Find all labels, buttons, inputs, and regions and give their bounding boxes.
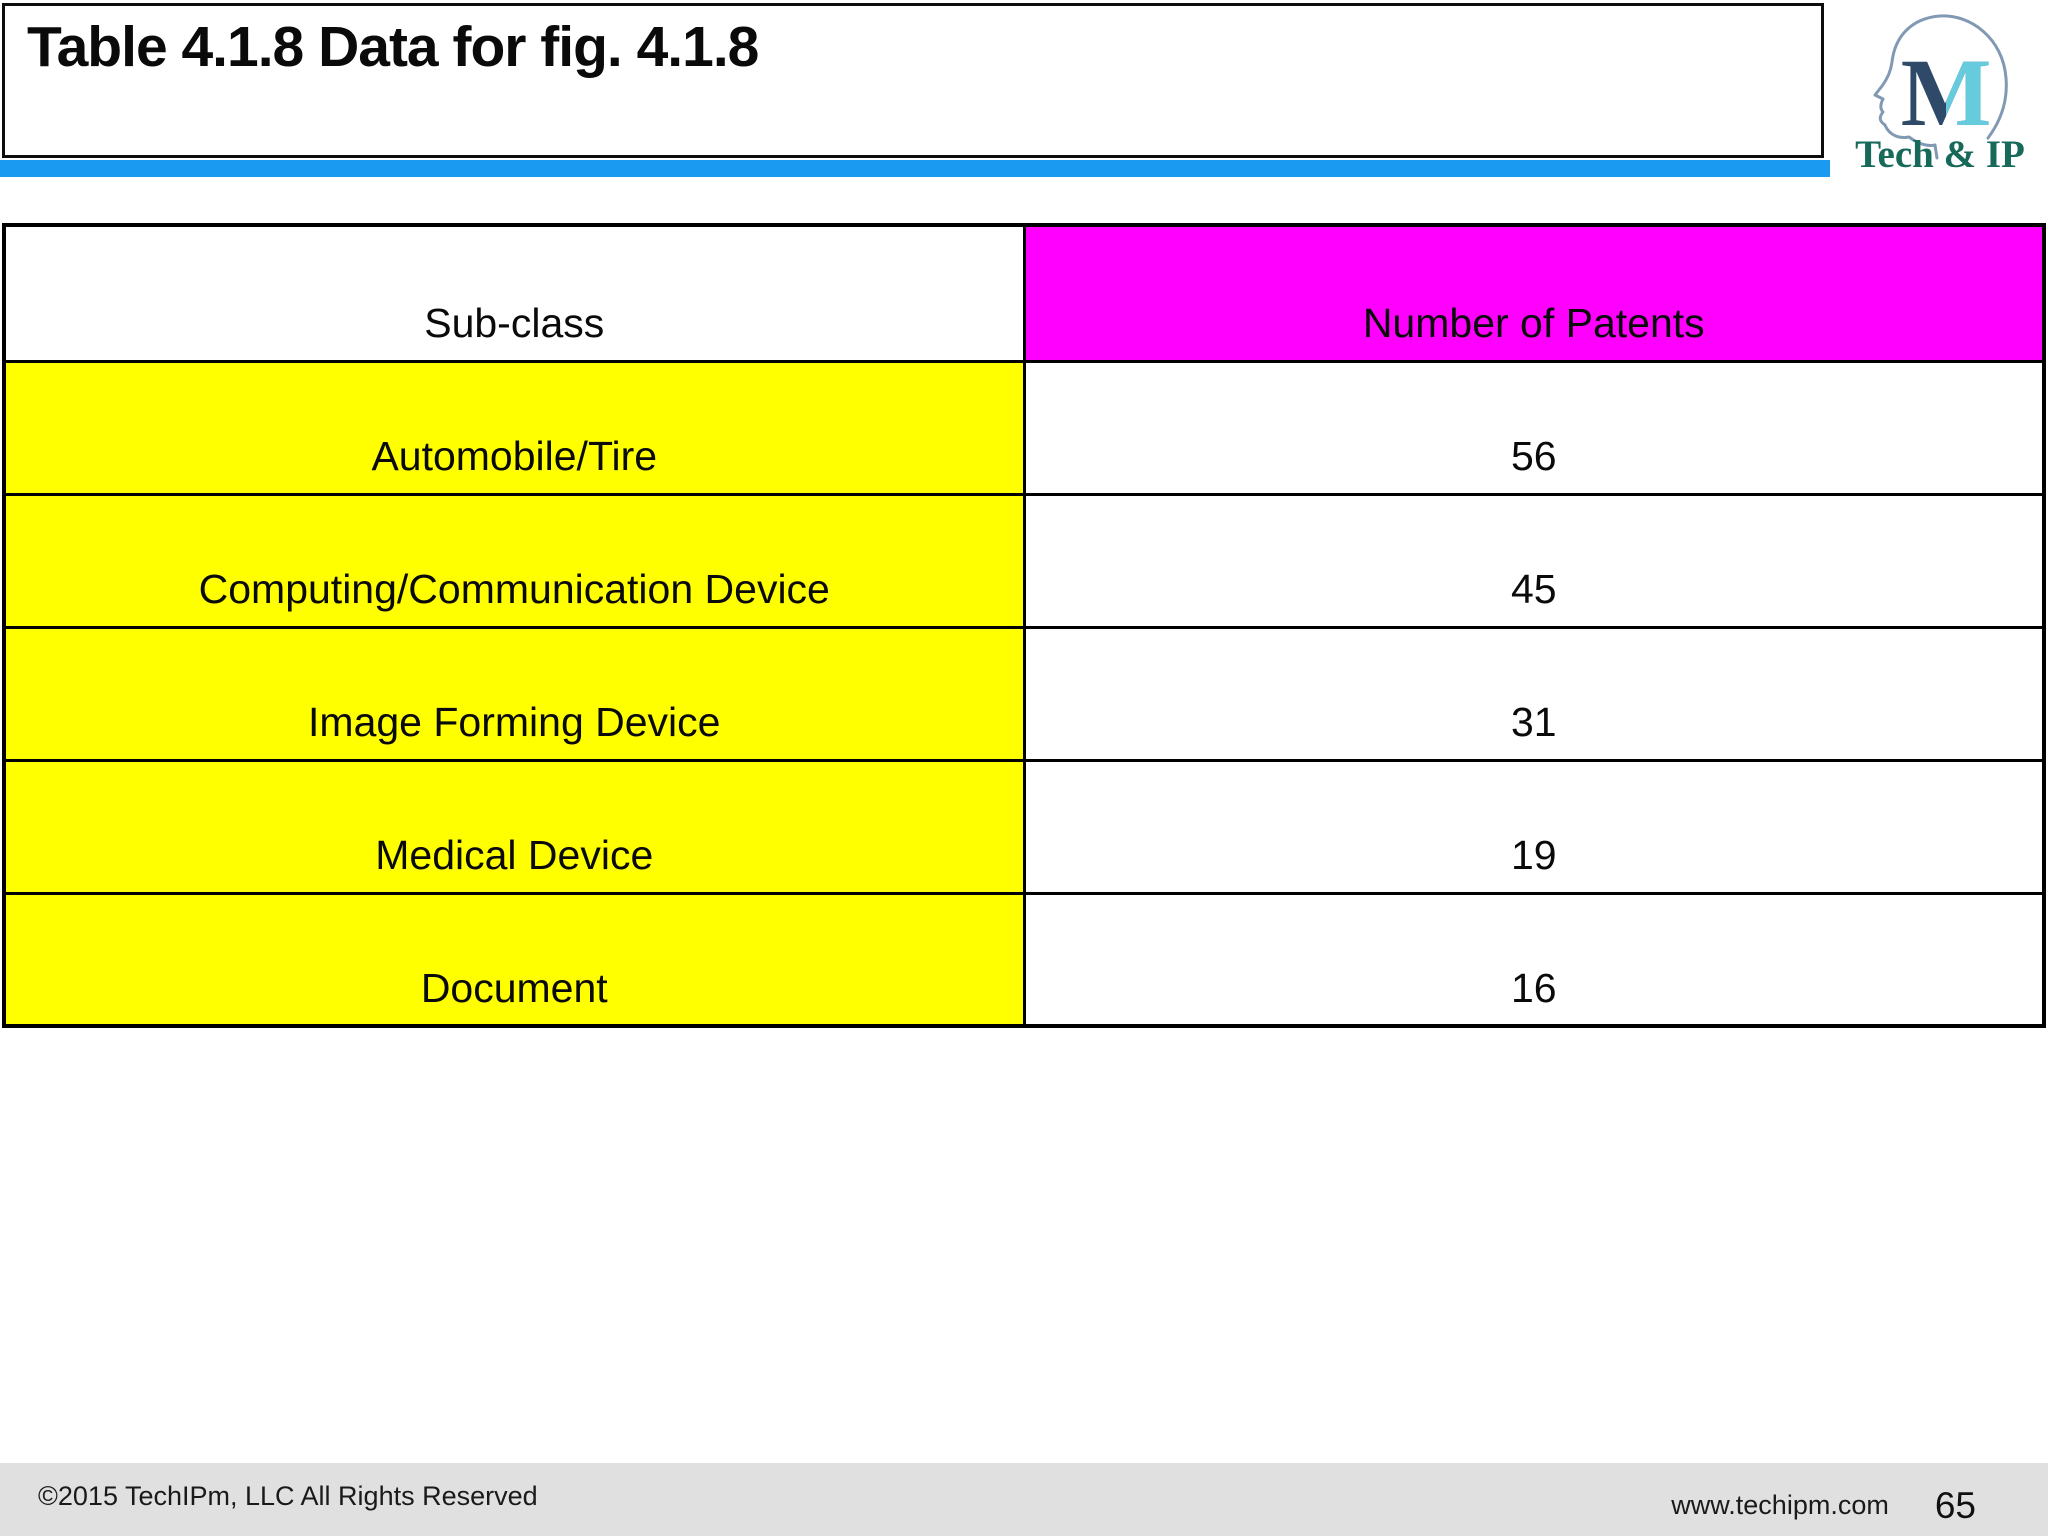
logo-monogram: M xyxy=(1901,39,1992,146)
footer-bar: ©2015 TechIPm, LLC All Rights Reserved w… xyxy=(0,1463,2048,1536)
patents-cell: 56 xyxy=(1022,359,2046,496)
patents-table: Sub-class Number of Patents Automobile/T… xyxy=(2,223,2046,1028)
table-row: Automobile/Tire 56 xyxy=(2,359,2046,496)
subclass-cell: Image Forming Device xyxy=(2,625,1026,762)
head-profile-icon xyxy=(1873,14,2008,160)
table-header-row: Sub-class Number of Patents xyxy=(2,223,2046,363)
patents-cell: 16 xyxy=(1022,891,2046,1028)
logo-wordmark: Tech & IP xyxy=(1855,133,2025,176)
subclass-cell: Document xyxy=(2,891,1026,1028)
title-box: Table 4.1.8 Data for fig. 4.1.8 xyxy=(2,3,1824,158)
copyright-text: ©2015 TechIPm, LLC All Rights Reserved xyxy=(38,1481,538,1511)
website-text: www.techipm.com xyxy=(1671,1490,1889,1520)
table-row: Document 16 xyxy=(2,891,2046,1028)
column-header-patents: Number of Patents xyxy=(1022,223,2046,363)
tech-ip-logo: M M Tech & IP xyxy=(1838,4,2043,176)
subclass-cell: Computing/Communication Device xyxy=(2,492,1026,629)
subclass-cell: Medical Device xyxy=(2,758,1026,895)
subclass-cell: Automobile/Tire xyxy=(2,359,1026,496)
page-number: 65 xyxy=(1934,1485,1976,1526)
column-header-subclass: Sub-class xyxy=(2,223,1026,363)
patents-cell: 31 xyxy=(1022,625,2046,762)
page-title: Table 4.1.8 Data for fig. 4.1.8 xyxy=(27,15,759,79)
logo-monogram-highlight: M xyxy=(1901,39,1992,146)
footer-right-group: www.techipm.com 65 xyxy=(1671,1463,1976,1536)
patents-cell: 45 xyxy=(1022,492,2046,629)
title-accent-bar xyxy=(0,160,1830,177)
table-row: Computing/Communication Device 45 xyxy=(2,492,2046,629)
table-row: Image Forming Device 31 xyxy=(2,625,2046,762)
patents-cell: 19 xyxy=(1022,758,2046,895)
table-row: Medical Device 19 xyxy=(2,758,2046,895)
